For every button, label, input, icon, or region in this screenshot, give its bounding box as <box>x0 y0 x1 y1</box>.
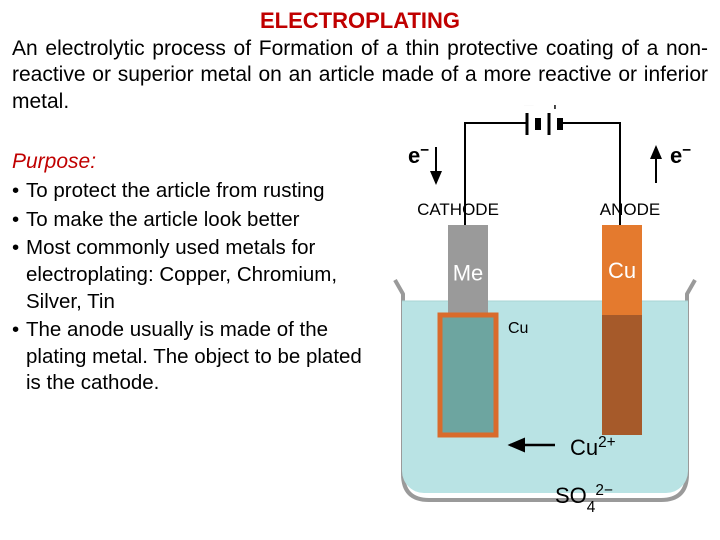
purpose-list: To protect the article from rusting To m… <box>12 178 372 397</box>
svg-text:Me: Me <box>453 261 484 286</box>
svg-text:+: + <box>549 105 561 116</box>
svg-text:e−: e− <box>670 142 691 169</box>
list-item: The anode usually is made of the plating… <box>12 317 372 397</box>
svg-text:CATHODE: CATHODE <box>417 200 499 219</box>
svg-text:−: − <box>523 105 535 116</box>
purpose-heading: Purpose: <box>12 150 372 174</box>
intro-text: An electrolytic process of Formation of … <box>0 34 720 115</box>
page-title: ELECTROPLATING <box>0 0 720 34</box>
svg-text:e−: e− <box>408 142 429 169</box>
svg-text:Cu: Cu <box>608 258 636 283</box>
electroplating-diagram: −+e−e−CATHODEANODEMeCuCuCu2+SO42− <box>380 105 710 535</box>
list-item: To protect the article from rusting <box>12 178 372 205</box>
purpose-section: Purpose: To protect the article from rus… <box>12 150 372 399</box>
list-item: To make the article look better <box>12 207 372 234</box>
svg-text:ANODE: ANODE <box>600 200 660 219</box>
list-item: Most commonly used metals for electropla… <box>12 235 372 315</box>
svg-text:Cu: Cu <box>508 320 528 337</box>
